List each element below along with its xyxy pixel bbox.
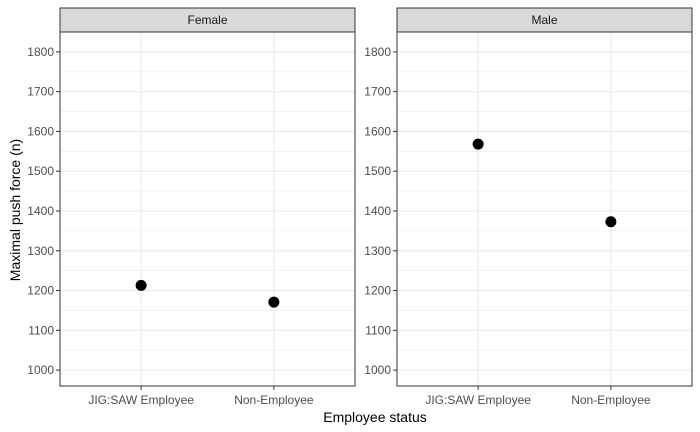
y-tick-label: 1300 bbox=[27, 244, 54, 258]
y-tick-label: 1600 bbox=[364, 124, 391, 138]
x-tick-label: Non-Employee bbox=[571, 393, 651, 407]
x-tick-label: JIG:SAW Employee bbox=[88, 393, 194, 407]
y-tick-label: 1400 bbox=[27, 204, 54, 218]
x-axis-title: Employee status bbox=[323, 409, 427, 425]
data-point bbox=[605, 216, 617, 228]
y-tick-label: 1200 bbox=[27, 284, 54, 298]
y-tick-label: 1700 bbox=[27, 85, 54, 99]
y-tick-label: 1500 bbox=[27, 164, 54, 178]
y-tick-label: 1700 bbox=[364, 85, 391, 99]
y-tick-label: 1000 bbox=[364, 363, 391, 377]
facet-strip bbox=[59, 7, 356, 33]
y-tick-label: 1800 bbox=[364, 45, 391, 59]
y-tick-label: 1200 bbox=[364, 284, 391, 298]
facet-strip-label: Male bbox=[531, 13, 557, 27]
y-tick-label: 1500 bbox=[364, 164, 391, 178]
x-tick-label: Non-Employee bbox=[234, 393, 314, 407]
y-tick-label: 1100 bbox=[365, 323, 391, 337]
y-tick-label: 1600 bbox=[27, 124, 54, 138]
facet-strip-label: Female bbox=[187, 13, 227, 27]
panel-background bbox=[397, 32, 692, 386]
facet-panel-male: Male 1000 1100 1200 1300 1400 1500 1600 1700 1800… bbox=[364, 7, 693, 407]
panel-background bbox=[60, 32, 355, 386]
y-axis-title: Maximal push force (n) bbox=[7, 139, 23, 281]
y-tick-label: 1100 bbox=[28, 323, 54, 337]
facet-panel-female: Female 1000 1100 1200 1300 1400 1500 1600 1700 18… bbox=[27, 7, 356, 407]
data-point bbox=[472, 138, 484, 150]
y-tick-label: 1300 bbox=[364, 244, 391, 258]
x-tick-label: JIG:SAW Employee bbox=[425, 393, 531, 407]
y-tick-label: 1800 bbox=[27, 45, 54, 59]
y-tick-label: 1400 bbox=[364, 204, 391, 218]
data-point bbox=[135, 279, 147, 291]
facet-strip bbox=[396, 7, 693, 33]
y-tick-label: 1000 bbox=[27, 363, 54, 377]
data-point bbox=[268, 296, 280, 308]
